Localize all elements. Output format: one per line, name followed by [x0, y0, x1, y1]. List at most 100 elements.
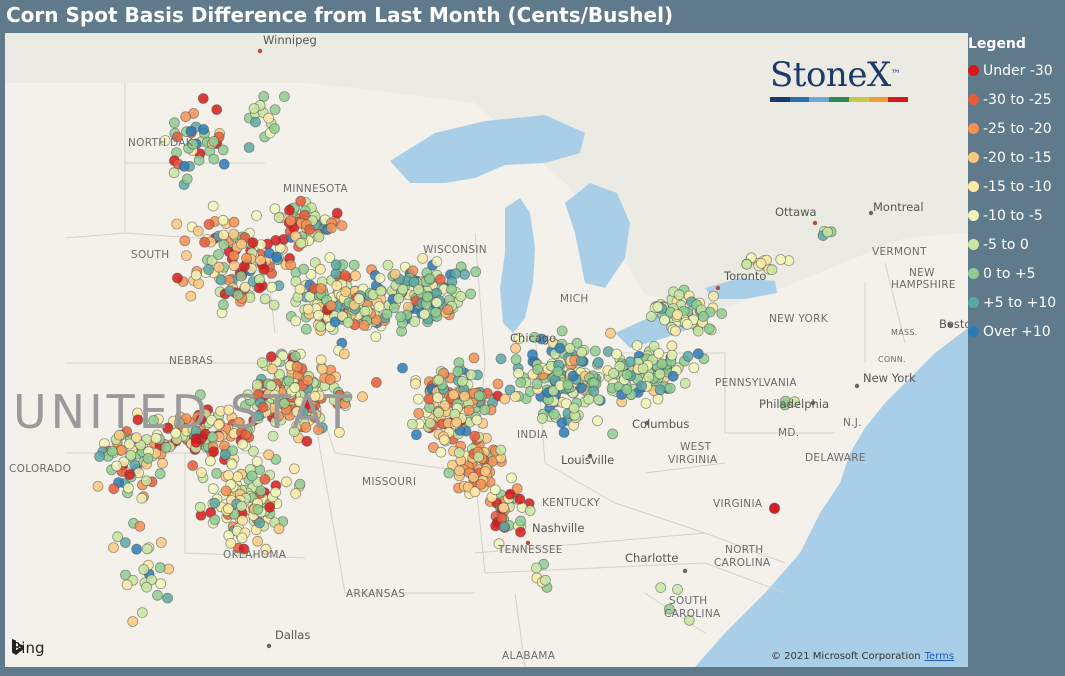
basis-point[interactable]: [495, 353, 507, 365]
basis-point[interactable]: [315, 283, 327, 294]
basis-point[interactable]: [548, 408, 560, 420]
basis-point[interactable]: [410, 429, 422, 441]
basis-point[interactable]: [588, 385, 600, 397]
legend-item[interactable]: -10 to -5: [968, 201, 1065, 230]
basis-point[interactable]: [681, 318, 693, 330]
basis-point[interactable]: [108, 483, 120, 495]
basis-point[interactable]: [313, 309, 325, 321]
basis-point[interactable]: [315, 354, 327, 366]
basis-point[interactable]: [316, 363, 328, 375]
basis-point[interactable]: [513, 332, 525, 344]
basis-point[interactable]: [313, 424, 324, 436]
basis-point[interactable]: [755, 257, 767, 269]
basis-point[interactable]: [251, 379, 263, 391]
basis-point[interactable]: [473, 390, 485, 402]
basis-point[interactable]: [259, 473, 271, 485]
basis-point[interactable]: [654, 368, 666, 380]
basis-point[interactable]: [222, 503, 234, 515]
basis-point[interactable]: [350, 270, 361, 282]
basis-point[interactable]: [266, 281, 278, 293]
basis-point[interactable]: [223, 469, 234, 481]
basis-point[interactable]: [636, 380, 647, 392]
basis-point[interactable]: [524, 505, 536, 516]
basis-point[interactable]: [621, 384, 633, 395]
basis-point[interactable]: [672, 584, 683, 595]
basis-point[interactable]: [424, 273, 436, 285]
basis-point[interactable]: [208, 136, 220, 147]
basis-point[interactable]: [185, 290, 197, 302]
basis-point[interactable]: [259, 293, 271, 305]
basis-point[interactable]: [217, 144, 229, 156]
basis-point[interactable]: [434, 273, 446, 285]
basis-point[interactable]: [207, 200, 219, 212]
basis-point[interactable]: [592, 415, 603, 427]
basis-point[interactable]: [666, 349, 678, 361]
basis-point[interactable]: [274, 368, 286, 380]
basis-point[interactable]: [325, 300, 337, 312]
basis-point[interactable]: [236, 514, 248, 526]
basis-point[interactable]: [741, 258, 753, 270]
basis-point[interactable]: [469, 430, 481, 442]
basis-point[interactable]: [357, 391, 368, 403]
basis-point[interactable]: [273, 212, 285, 223]
basis-point[interactable]: [278, 91, 290, 102]
basis-point[interactable]: [469, 486, 481, 498]
basis-point[interactable]: [288, 426, 300, 437]
basis-point[interactable]: [194, 389, 206, 401]
basis-point[interactable]: [305, 268, 317, 280]
basis-point[interactable]: [432, 392, 444, 404]
basis-point[interactable]: [146, 574, 157, 586]
basis-point[interactable]: [645, 310, 657, 322]
basis-point[interactable]: [331, 280, 343, 292]
basis-point[interactable]: [527, 349, 538, 361]
basis-point[interactable]: [688, 362, 700, 374]
basis-point[interactable]: [162, 592, 174, 604]
basis-point[interactable]: [438, 434, 450, 446]
basis-point[interactable]: [209, 497, 221, 509]
basis-point[interactable]: [194, 501, 206, 513]
basis-point[interactable]: [552, 366, 564, 378]
basis-point[interactable]: [141, 543, 153, 555]
basis-point[interactable]: [822, 226, 833, 238]
basis-point[interactable]: [253, 410, 265, 422]
basis-point[interactable]: [493, 538, 505, 550]
basis-point[interactable]: [532, 363, 543, 375]
basis-point[interactable]: [219, 449, 231, 461]
basis-point[interactable]: [540, 574, 551, 586]
basis-point[interactable]: [268, 299, 280, 311]
basis-point[interactable]: [769, 503, 780, 515]
basis-point[interactable]: [673, 289, 685, 301]
basis-point[interactable]: [108, 542, 119, 553]
basis-point[interactable]: [324, 374, 336, 385]
basis-point[interactable]: [393, 292, 404, 304]
basis-point[interactable]: [187, 460, 199, 472]
basis-point[interactable]: [418, 308, 430, 320]
basis-point[interactable]: [266, 363, 278, 375]
basis-point[interactable]: [433, 374, 445, 386]
basis-point[interactable]: [125, 449, 137, 461]
basis-point[interactable]: [451, 416, 463, 428]
basis-point[interactable]: [452, 366, 464, 377]
basis-point[interactable]: [692, 325, 704, 337]
basis-point[interactable]: [395, 311, 407, 323]
basis-point[interactable]: [239, 281, 251, 293]
basis-point[interactable]: [193, 154, 205, 166]
basis-point[interactable]: [348, 259, 360, 271]
basis-point[interactable]: [358, 319, 370, 331]
basis-point[interactable]: [285, 259, 297, 271]
basis-point[interactable]: [171, 272, 183, 284]
basis-point[interactable]: [631, 339, 643, 351]
basis-point[interactable]: [583, 393, 595, 405]
basis-point[interactable]: [228, 260, 240, 272]
basis-point[interactable]: [211, 104, 223, 115]
basis-point[interactable]: [529, 331, 540, 343]
basis-point[interactable]: [315, 321, 327, 332]
legend-item[interactable]: -20 to -15: [968, 143, 1065, 172]
basis-point[interactable]: [289, 350, 301, 362]
basis-point[interactable]: [192, 225, 204, 237]
basis-point[interactable]: [470, 266, 482, 278]
basis-point[interactable]: [199, 236, 211, 248]
basis-point[interactable]: [131, 543, 143, 555]
basis-point[interactable]: [422, 291, 433, 303]
basis-point[interactable]: [510, 342, 522, 354]
